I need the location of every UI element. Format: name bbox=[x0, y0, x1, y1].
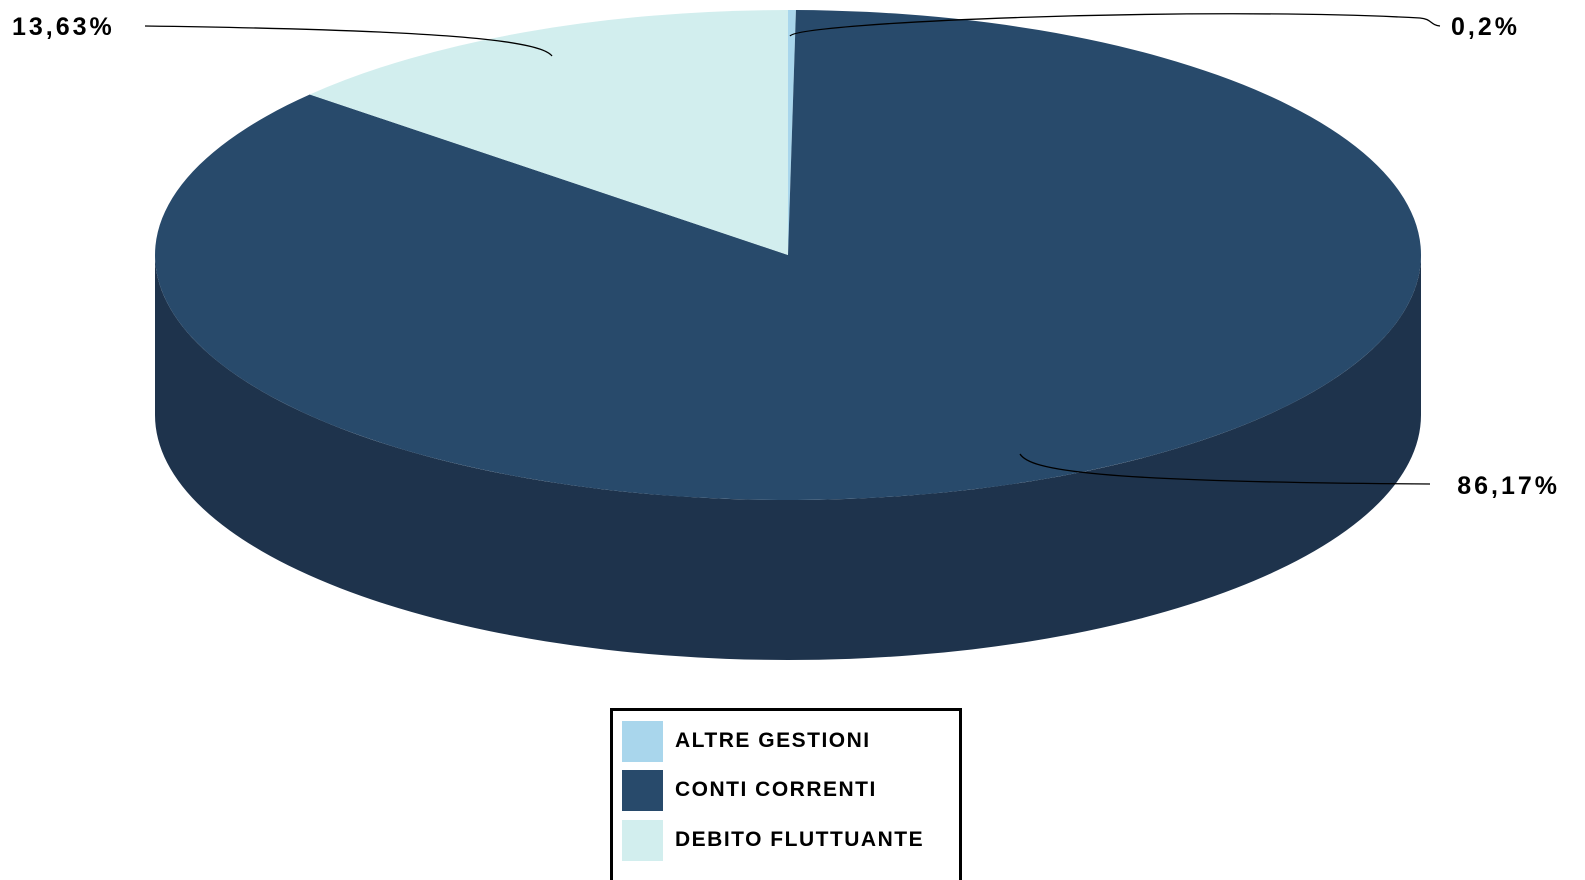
pie-slice-conti-correnti bbox=[155, 10, 1422, 501]
data-labels: 0,2% 86,17% 13,63% bbox=[12, 13, 1560, 500]
legend-label-conti-correnti: CONTI CORRENTI bbox=[675, 778, 877, 801]
pie-slice-altre-gestioni bbox=[788, 10, 796, 255]
legend-item-conti-correnti: CONTI CORRENTI bbox=[622, 769, 877, 811]
legend: ALTRE GESTIONI CONTI CORRENTI DEBITO FLU… bbox=[610, 708, 962, 880]
data-label-conti-correnti: 86,17% bbox=[1457, 472, 1560, 500]
legend-swatch-altre-gestioni bbox=[622, 720, 663, 762]
legend-item-debito-fluttuante: DEBITO FLUTTUANTE bbox=[622, 819, 924, 861]
pie-slices bbox=[155, 10, 1422, 501]
legend-swatch-conti-correnti bbox=[622, 769, 663, 811]
data-label-debito-fluttuante: 13,63% bbox=[12, 13, 115, 41]
leader-line-altre-gestioni bbox=[789, 13, 1441, 37]
leader-lines bbox=[144, 13, 1441, 485]
pie-slice-debito-fluttuante bbox=[309, 10, 788, 255]
pie-side-conti-correnti bbox=[155, 255, 1421, 660]
data-label-altre-gestioni: 0,2% bbox=[1451, 13, 1520, 41]
legend-label-debito-fluttuante: DEBITO FLUTTUANTE bbox=[675, 828, 925, 851]
legend-label-altre-gestioni: ALTRE GESTIONI bbox=[675, 729, 871, 752]
leader-line-conti-correnti bbox=[1019, 453, 1431, 485]
pie-sides bbox=[155, 255, 1421, 660]
leader-line-debito-fluttuante bbox=[144, 25, 553, 57]
legend-item-altre-gestioni: ALTRE GESTIONI bbox=[622, 720, 871, 762]
legend-swatch-debito-fluttuante bbox=[622, 819, 663, 861]
